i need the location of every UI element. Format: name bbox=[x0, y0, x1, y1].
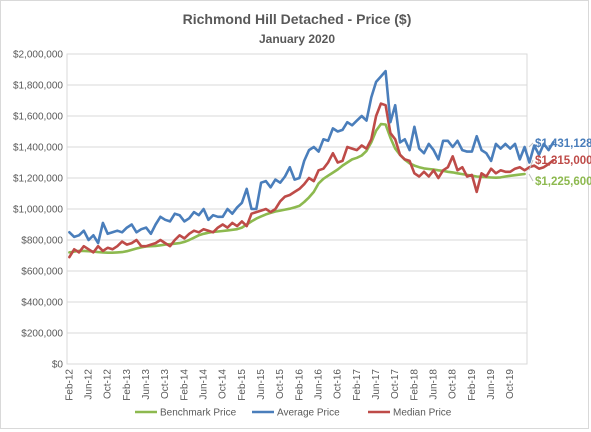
x-tick-label: Feb-13 bbox=[122, 369, 133, 401]
y-tick-label: $200,000 bbox=[21, 329, 63, 340]
legend-label: Median Price bbox=[393, 408, 452, 419]
y-tick-label: $1,400,000 bbox=[13, 143, 63, 154]
x-tick-label: Jun-19 bbox=[486, 369, 497, 400]
x-tick-label: Jun-13 bbox=[141, 369, 152, 400]
end-label-leader bbox=[528, 142, 534, 148]
x-tick-label: Oct-13 bbox=[160, 369, 171, 399]
x-tick-label: Oct-16 bbox=[333, 369, 344, 399]
series-lines bbox=[68, 69, 555, 259]
x-tick-label: Jun-17 bbox=[371, 369, 382, 400]
x-tick-label: Oct-14 bbox=[218, 369, 229, 399]
end-label-median-price: $1,315,000 bbox=[535, 155, 591, 167]
x-tick-label: Feb-19 bbox=[467, 369, 478, 401]
y-axis-ticks: $0 $200,000 $400,000 $600,000 $800,000 $1,000… bbox=[13, 50, 63, 371]
x-tick-label: Feb-15 bbox=[237, 369, 248, 401]
chart-title: Richmond Hill Detached - Price ($) bbox=[183, 11, 412, 27]
x-tick-label: Feb-18 bbox=[409, 369, 420, 401]
x-tick-label: Jun-14 bbox=[199, 369, 210, 400]
y-tick-label: $1,000,000 bbox=[13, 205, 63, 216]
legend-label: Average Price bbox=[277, 408, 340, 419]
x-tick-label: Oct-17 bbox=[390, 369, 401, 399]
x-tick-label: Oct-12 bbox=[103, 369, 114, 399]
y-tick-label: $0 bbox=[52, 360, 64, 371]
x-axis-ticks: Feb-12 Jun-12 Oct-12 Feb-13 Jun-13 Oct-13 Feb-… bbox=[64, 369, 516, 401]
legend: Benchmark Price Average Price Median Price bbox=[135, 408, 452, 419]
y-tick-label: $800,000 bbox=[21, 236, 63, 247]
y-tick-label: $2,000,000 bbox=[13, 50, 63, 61]
end-label-average-price: $1,431,128 bbox=[535, 138, 591, 150]
end-label-leader bbox=[528, 173, 534, 182]
x-tick-label: Jun-12 bbox=[84, 369, 95, 400]
x-tick-label: Feb-12 bbox=[64, 369, 75, 401]
y-tick-label: $1,200,000 bbox=[13, 174, 63, 185]
chart-subtitle: January 2020 bbox=[259, 32, 335, 46]
x-tick-label: Oct-19 bbox=[505, 369, 516, 399]
x-tick-label: Jun-16 bbox=[314, 369, 325, 400]
series-line-average-price bbox=[68, 69, 555, 245]
gridlines bbox=[66, 53, 528, 365]
end-label-benchmark-price: $1,225,600 bbox=[535, 176, 591, 188]
end-label-leader bbox=[528, 159, 534, 171]
legend-label: Benchmark Price bbox=[160, 408, 237, 419]
x-tick-label: Oct-18 bbox=[448, 369, 459, 399]
x-tick-label: Jun-15 bbox=[256, 369, 267, 400]
x-tick-label: Feb-16 bbox=[294, 369, 305, 401]
y-tick-label: $1,600,000 bbox=[13, 112, 63, 123]
x-tick-label: Oct-15 bbox=[275, 369, 286, 399]
y-tick-label: $1,800,000 bbox=[13, 81, 63, 92]
y-tick-label: $600,000 bbox=[21, 267, 63, 278]
x-tick-label: Feb-17 bbox=[352, 369, 363, 401]
end-labels: $1,225,600 $1,431,128 $1,315,000 bbox=[528, 138, 591, 188]
x-tick-label: Feb-14 bbox=[179, 369, 190, 401]
series-line-median-price bbox=[68, 102, 555, 259]
y-tick-label: $400,000 bbox=[21, 298, 63, 309]
x-tick-label: Jun-18 bbox=[429, 369, 440, 400]
